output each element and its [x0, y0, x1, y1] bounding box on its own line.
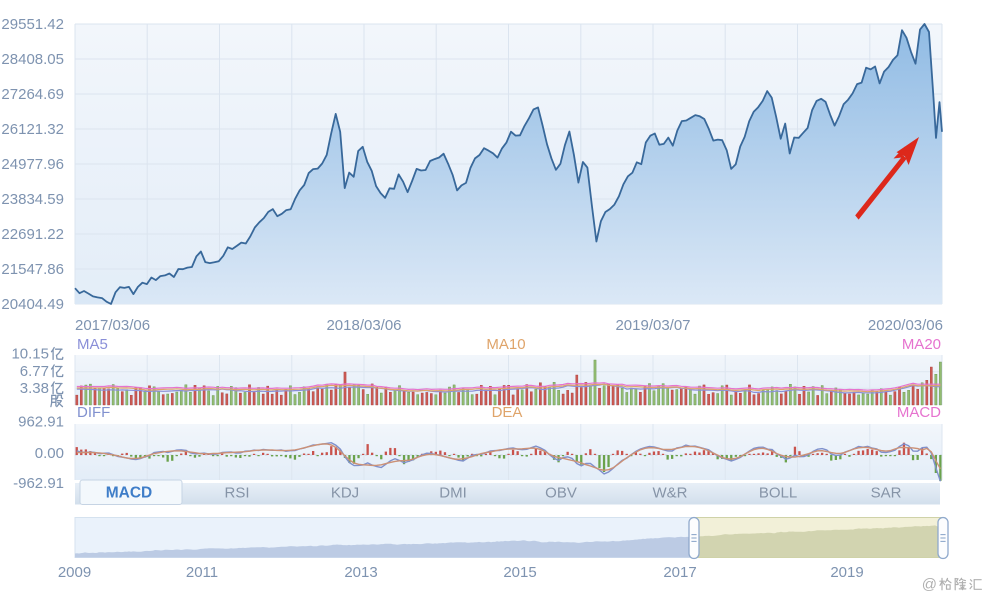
svg-text:3.38: 3.38 [20, 380, 49, 397]
svg-text:MACD: MACD [897, 404, 941, 421]
svg-text:21547.86: 21547.86 [1, 261, 64, 278]
svg-text:2009: 2009 [58, 564, 91, 581]
svg-text:2015: 2015 [503, 564, 536, 581]
svg-text:29551.42: 29551.42 [1, 16, 64, 33]
svg-text:DIFF: DIFF [77, 404, 110, 421]
svg-text:2011: 2011 [186, 564, 218, 581]
svg-text:MACD: MACD [106, 485, 153, 502]
svg-text:20404.49: 20404.49 [1, 296, 64, 313]
svg-text:28408.05: 28408.05 [1, 51, 64, 68]
svg-text:27264.69: 27264.69 [1, 86, 64, 103]
svg-text:2019: 2019 [830, 564, 863, 581]
svg-text:10.15: 10.15 [11, 346, 49, 363]
svg-text:962.91: 962.91 [18, 413, 64, 430]
svg-text:BOLL: BOLL [759, 485, 797, 502]
svg-text:OBV: OBV [545, 485, 577, 502]
svg-text:2013: 2013 [344, 564, 377, 581]
svg-text:@: @ [922, 576, 937, 593]
svg-text:KDJ: KDJ [331, 485, 359, 502]
svg-text:W&R: W&R [653, 485, 688, 502]
svg-text:0.00: 0.00 [35, 445, 64, 462]
svg-text:2020/03/06: 2020/03/06 [868, 317, 943, 334]
svg-text:22691.22: 22691.22 [1, 226, 64, 243]
svg-text:RSI: RSI [224, 485, 249, 502]
svg-text:2019/03/07: 2019/03/07 [615, 317, 690, 334]
svg-text:2017/03/06: 2017/03/06 [75, 317, 150, 334]
svg-text:24977.96: 24977.96 [1, 156, 64, 173]
svg-text:2017: 2017 [663, 564, 696, 581]
svg-text:-962.91: -962.91 [13, 475, 64, 492]
svg-text:MA10: MA10 [486, 336, 525, 353]
svg-text:2018/03/06: 2018/03/06 [326, 317, 401, 334]
svg-text:6.77: 6.77 [20, 363, 49, 380]
svg-text:26121.32: 26121.32 [1, 121, 64, 138]
svg-text:MA20: MA20 [902, 336, 941, 353]
svg-text:DEA: DEA [492, 404, 523, 421]
svg-text:DMI: DMI [439, 485, 467, 502]
svg-text:23834.59: 23834.59 [1, 191, 64, 208]
svg-text:SAR: SAR [871, 485, 902, 502]
svg-text:MA5: MA5 [77, 336, 108, 353]
